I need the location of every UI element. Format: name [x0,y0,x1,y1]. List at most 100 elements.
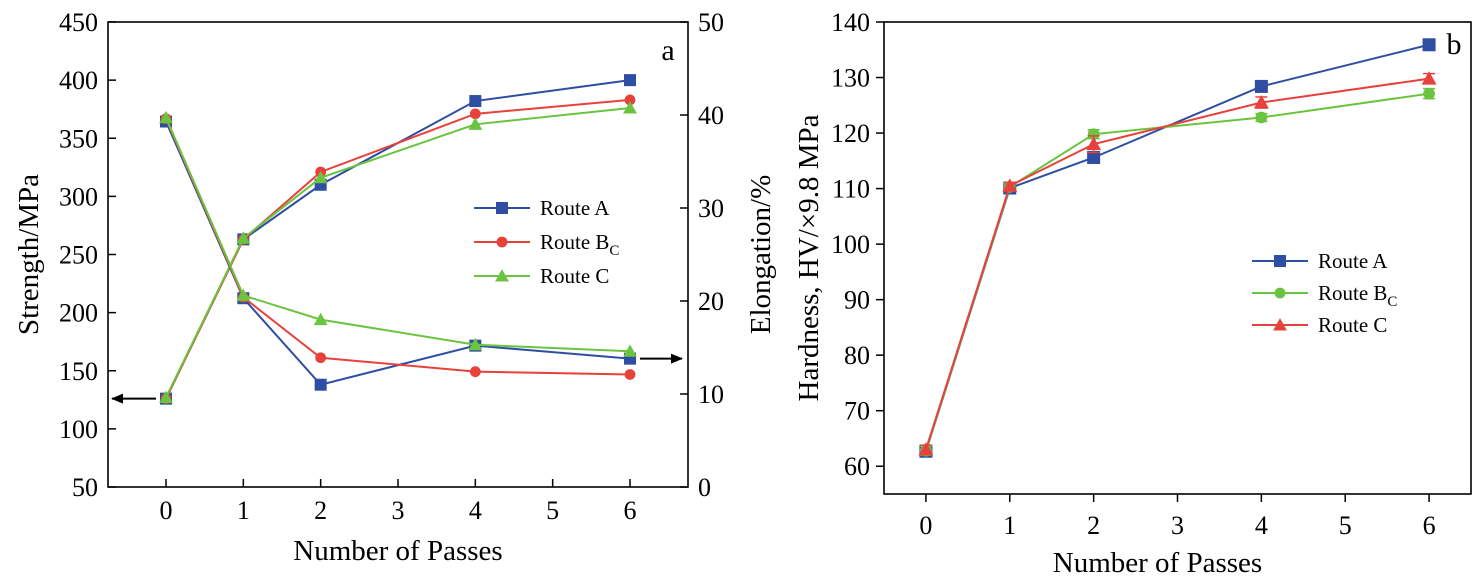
x-tick-label: 1 [237,496,250,525]
y-tick-label: 90 [844,286,870,315]
legend-label-subscript: C [609,243,619,259]
legend-label-text: Route A [540,196,610,220]
y-tick-label: 140 [831,8,870,37]
x-tick-label: 1 [1003,511,1016,540]
data-point [1087,128,1100,141]
data-point [624,94,636,106]
data-point [236,231,251,244]
y2-tick-label: 30 [698,194,724,223]
y-tick-label: 450 [59,8,98,37]
y-tick-label: 50 [72,473,98,502]
plot-frame [107,21,689,488]
data-point [1255,111,1268,124]
y-tick-label: 400 [59,66,98,95]
y-tick-label: 100 [59,415,98,444]
y2-tick-label: 50 [698,8,724,37]
data-point [1423,87,1435,100]
y-tick-label: 70 [844,397,870,426]
data-point [1087,150,1101,164]
y-tick-label: 250 [59,241,98,270]
data-point [1253,95,1269,109]
series-strength-2 [159,101,637,404]
data-point [623,101,637,114]
data-point [1421,71,1437,85]
x-tick-label: 5 [546,496,559,525]
data-point [236,288,251,301]
x-tick-label: 4 [1255,511,1268,540]
series-2 [918,71,1437,456]
series-line [924,43,1430,452]
x-tick-label: 0 [919,511,932,540]
legend-label-text: Route C [540,264,609,288]
legend-marker [495,269,509,282]
x-axis-label: Number of Passes [1053,547,1262,579]
chart-b: 0 1 2 3 4 5 6 60 70 80 90 100 110 120 130 140 Number of … [793,8,1472,579]
y-tick-label: 80 [844,341,870,370]
x-tick-label: 3 [1171,511,1184,540]
legend-marker [496,236,508,248]
legend-label-subscript: C [1387,294,1397,310]
legend-label-text: Route C [1318,313,1387,337]
y-tick-label: 100 [831,230,870,259]
panel-label: a [661,34,674,67]
legend-marker [496,202,508,214]
y2-tick-label: 0 [698,473,711,502]
data-point [918,442,934,456]
legend-label: Route BC [1318,281,1397,310]
panel-label: b [1447,28,1462,61]
legend-label: Route A [1318,249,1388,273]
y-axis-label: Hardness, HV/×9.8 MPa [793,114,825,401]
y-tick-label: 130 [831,64,870,93]
y-tick-label: 200 [59,299,98,328]
y-axis-label: Strength/MPa [13,174,45,335]
data-point [315,352,327,364]
data-point [624,74,636,87]
x-tick-label: 2 [1087,511,1100,540]
y2-tick-label: 40 [698,101,724,130]
legend-label: Route BC [540,230,619,259]
data-point [1422,38,1436,52]
y-tick-label: 120 [831,119,870,148]
y-tick-label: 110 [832,175,870,204]
chart-a: 0 1 2 3 4 5 6 50 100 150 200 250 300 350 400 450 0 10 20 30… [13,8,777,567]
data-point [623,344,637,357]
legend-label: Route C [540,264,609,288]
y-tick-label: 60 [844,452,870,481]
y-tick-label: 150 [59,357,98,386]
data-point [1002,178,1018,192]
data-point [159,110,173,124]
x-tick-label: 5 [1339,511,1352,540]
legend-marker [1274,255,1286,267]
y-tick-label: 350 [59,124,98,153]
x-tick-label: 6 [624,496,637,525]
series-0 [919,38,1436,458]
y2-tick-label: 20 [698,287,724,316]
data-point [469,366,481,378]
data-point [314,378,327,391]
data-point [1086,136,1102,151]
x-tick-label: 6 [1423,511,1436,540]
data-point [1254,79,1268,93]
data-point [469,95,482,108]
x-axis-label: Number of Passes [293,535,502,567]
data-point [468,117,483,130]
data-point [469,108,481,120]
x-tick-label: 3 [392,496,405,525]
data-point [159,390,173,404]
legend-label-text: Route B [540,230,609,254]
data-point [468,337,483,351]
data-point [313,170,328,184]
series-elongation-5 [159,110,637,357]
y-tick-label: 300 [59,182,98,211]
legend-label: Route A [540,196,610,220]
legend-marker [1273,318,1287,331]
x-tick-label: 0 [160,496,173,525]
y2-tick-label: 10 [698,380,724,409]
y2-axis-label: Elongation/% [745,175,777,334]
x-tick-label: 2 [314,496,327,525]
legend-label: Route C [1318,313,1387,337]
data-point [313,312,328,326]
data-point [624,369,636,380]
x-tick-label: 4 [469,496,482,525]
